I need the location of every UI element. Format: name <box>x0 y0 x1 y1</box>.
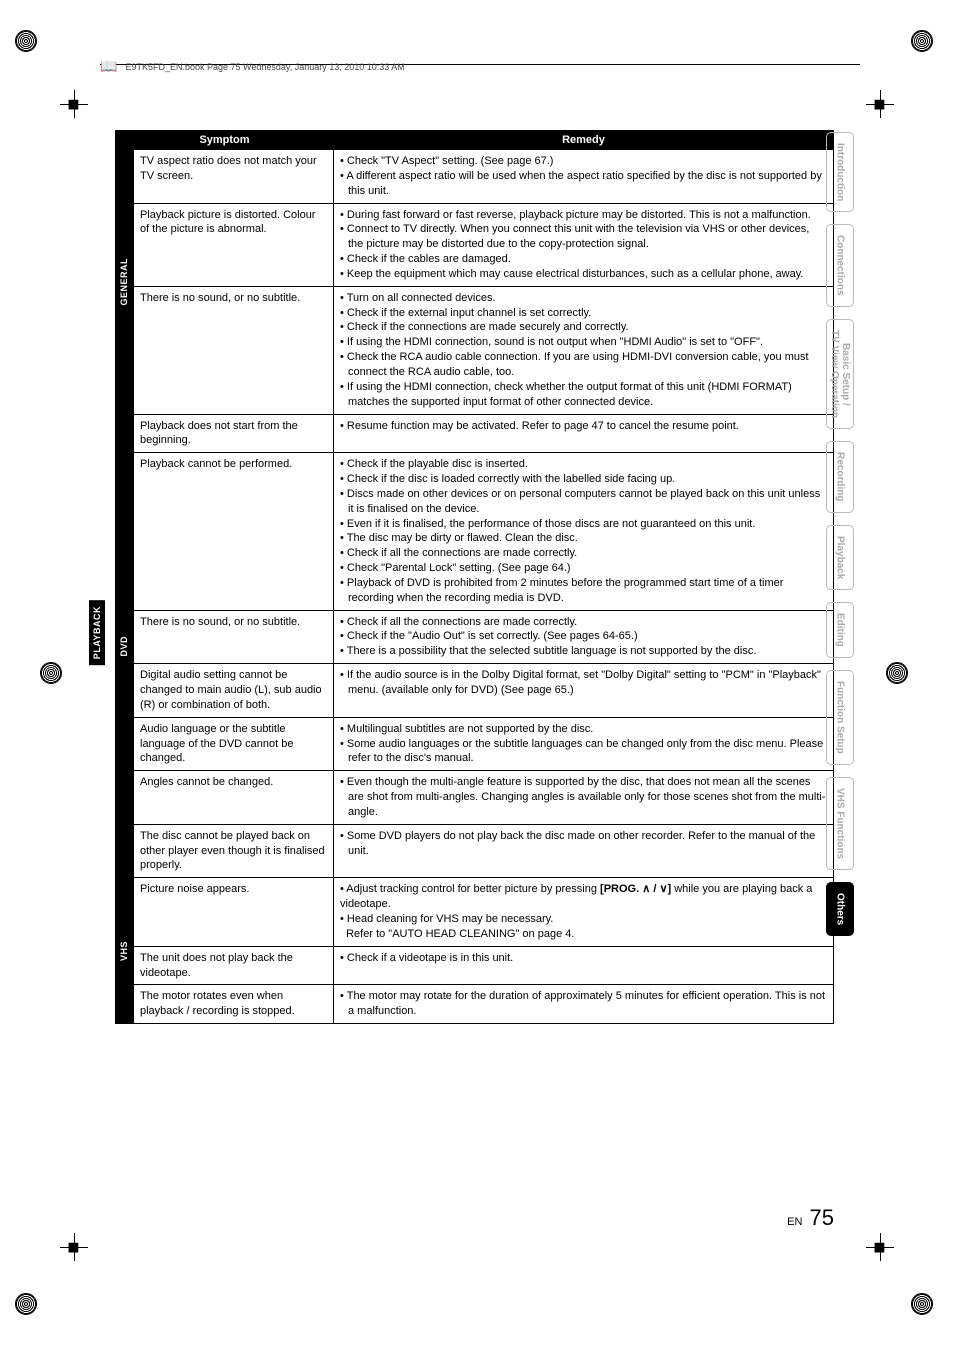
print-reg-mark-br <box>911 1293 939 1321</box>
print-reg-mark-mr <box>886 662 914 690</box>
page-num-value: 75 <box>810 1205 834 1230</box>
side-tab[interactable]: Connections <box>826 224 854 307</box>
table-row: The unit does not play back the videotap… <box>116 946 834 985</box>
remedy-cell: During fast forward or fast reverse, pla… <box>334 203 834 286</box>
side-tab[interactable]: Function Setup <box>826 670 854 765</box>
cross-mark-bl: ◆ <box>60 1233 88 1261</box>
symptom-cell: Digital audio setting cannot be changed … <box>134 664 334 718</box>
page-lang: EN <box>787 1216 802 1228</box>
remedy-cell: • Adjust tracking control for better pic… <box>334 878 834 946</box>
remedy-cell: If the audio source is in the Dolby Digi… <box>334 664 834 718</box>
side-tab[interactable]: Recording <box>826 441 854 512</box>
remedy-cell: Some DVD players do not play back the di… <box>334 824 834 878</box>
page-number: EN 75 <box>787 1205 834 1231</box>
cross-mark-tr: ◆ <box>866 90 894 118</box>
remedy-cell: Check if the playable disc is inserted.C… <box>334 453 834 610</box>
side-tab[interactable]: Editing <box>826 602 854 658</box>
print-reg-mark-ml <box>40 662 68 690</box>
remedy-cell: Check if all the connections are made co… <box>334 610 834 664</box>
doc-header: 📖 E9TK5FD_EN.book Page 75 Wednesday, Jan… <box>100 58 405 75</box>
side-tabs: Introduction Connections Basic Setup / TV … <box>826 132 854 936</box>
table-row: GENERALTV aspect ratio does not match yo… <box>116 150 834 204</box>
symptom-cell: Angles cannot be changed. <box>134 771 334 825</box>
table-row: Playback picture is distorted. Colour of… <box>116 203 834 286</box>
subcategory-label: DVD <box>116 414 134 878</box>
symptom-cell: The disc cannot be played back on other … <box>134 824 334 878</box>
table-row: Digital audio setting cannot be changed … <box>116 664 834 718</box>
table-row: VHSPicture noise appears.• Adjust tracki… <box>116 878 834 946</box>
print-reg-mark-bl <box>15 1293 43 1321</box>
page-content: PLAYBACK Symptom Remedy GENERALTV aspect… <box>115 130 855 1024</box>
symptom-cell: There is no sound, or no subtitle. <box>134 286 334 414</box>
category-label-playback: PLAYBACK <box>89 600 105 665</box>
side-tab[interactable]: Introduction <box>826 132 854 212</box>
side-tab[interactable]: Basic Setup / TV View Operation <box>826 319 854 429</box>
symptom-cell: TV aspect ratio does not match your TV s… <box>134 150 334 204</box>
symptom-cell: Picture noise appears. <box>134 878 334 946</box>
remedy-cell: Resume function may be activated. Refer … <box>334 414 834 453</box>
table-row: Audio language or the subtitle language … <box>116 717 834 771</box>
print-reg-mark-tl <box>15 30 43 58</box>
table-row: There is no sound, or no subtitle.Check … <box>116 610 834 664</box>
remedy-cell: Turn on all connected devices.Check if t… <box>334 286 834 414</box>
symptom-cell: The unit does not play back the videotap… <box>134 946 334 985</box>
subcategory-label: GENERAL <box>116 150 134 415</box>
table-row: The motor rotates even when playback / r… <box>116 985 834 1024</box>
cross-mark-br: ◆ <box>866 1233 894 1261</box>
table-row: There is no sound, or no subtitle.Turn o… <box>116 286 834 414</box>
symptom-cell: Playback picture is distorted. Colour of… <box>134 203 334 286</box>
remedy-cell: Check if a videotape is in this unit. <box>334 946 834 985</box>
th-remedy: Remedy <box>334 131 834 150</box>
side-tab[interactable]: Playback <box>826 525 854 590</box>
th-symptom: Symptom <box>116 131 334 150</box>
remedy-cell: The motor may rotate for the duration of… <box>334 985 834 1024</box>
cross-mark-tl: ◆ <box>60 90 88 118</box>
symptom-cell: Playback cannot be performed. <box>134 453 334 610</box>
symptom-cell: There is no sound, or no subtitle. <box>134 610 334 664</box>
subcategory-label: VHS <box>116 878 134 1024</box>
remedy-cell: Check "TV Aspect" setting. (See page 67.… <box>334 150 834 204</box>
symptom-cell: The motor rotates even when playback / r… <box>134 985 334 1024</box>
table-row: Angles cannot be changed.Even though the… <box>116 771 834 825</box>
table-row: The disc cannot be played back on other … <box>116 824 834 878</box>
side-tab[interactable]: VHS Functions <box>826 777 854 870</box>
table-row: Playback cannot be performed.Check if th… <box>116 453 834 610</box>
troubleshoot-table: Symptom Remedy GENERALTV aspect ratio do… <box>115 130 834 1024</box>
remedy-cell: Even though the multi-angle feature is s… <box>334 771 834 825</box>
symptom-cell: Playback does not start from the beginni… <box>134 414 334 453</box>
doc-header-text: E9TK5FD_EN.book Page 75 Wednesday, Janua… <box>125 62 404 72</box>
symptom-cell: Audio language or the subtitle language … <box>134 717 334 771</box>
table-row: DVDPlayback does not start from the begi… <box>116 414 834 453</box>
print-reg-mark-tr <box>911 30 939 58</box>
side-tab[interactable]: Others <box>826 882 854 936</box>
remedy-cell: Multilingual subtitles are not supported… <box>334 717 834 771</box>
book-icon: 📖 <box>100 58 117 75</box>
